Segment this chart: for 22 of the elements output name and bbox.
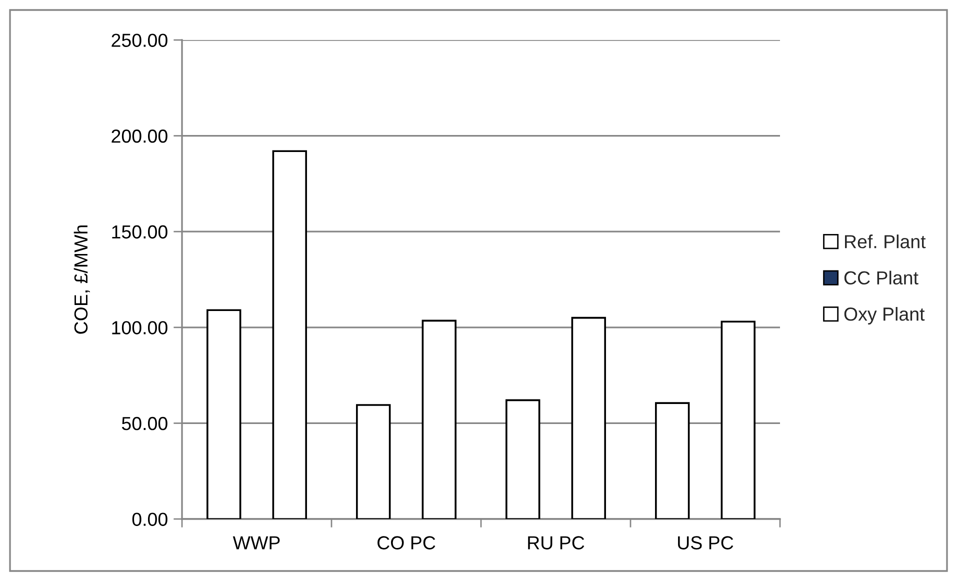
bar xyxy=(272,150,307,519)
x-tick-label: CO PC xyxy=(378,536,436,550)
legend-label: Oxy Plant xyxy=(844,306,925,324)
y-tick-label: 0.00 xyxy=(132,512,168,526)
y-tick-label: 250.00 xyxy=(112,34,168,47)
bar xyxy=(655,402,690,519)
y-axis-title: COE, £/MWh xyxy=(74,226,90,334)
bar xyxy=(422,320,456,519)
bar xyxy=(720,320,756,519)
x-tick-label: US PC xyxy=(678,536,734,550)
bar xyxy=(206,309,242,519)
x-tick-label: WWP xyxy=(232,536,280,550)
legend-label: Ref. Plant xyxy=(845,234,926,248)
bar xyxy=(356,404,391,519)
y-tick-label: 100.00 xyxy=(112,321,168,334)
bar xyxy=(506,399,540,519)
legend-label: CC Plant xyxy=(844,270,918,285)
y-tick-label: 200.00 xyxy=(112,130,168,143)
y-tick-label: 50.00 xyxy=(122,416,168,430)
bar xyxy=(571,316,606,519)
x-tick-label: RU PC xyxy=(528,536,584,550)
y-tick-label: 150.00 xyxy=(112,225,168,239)
